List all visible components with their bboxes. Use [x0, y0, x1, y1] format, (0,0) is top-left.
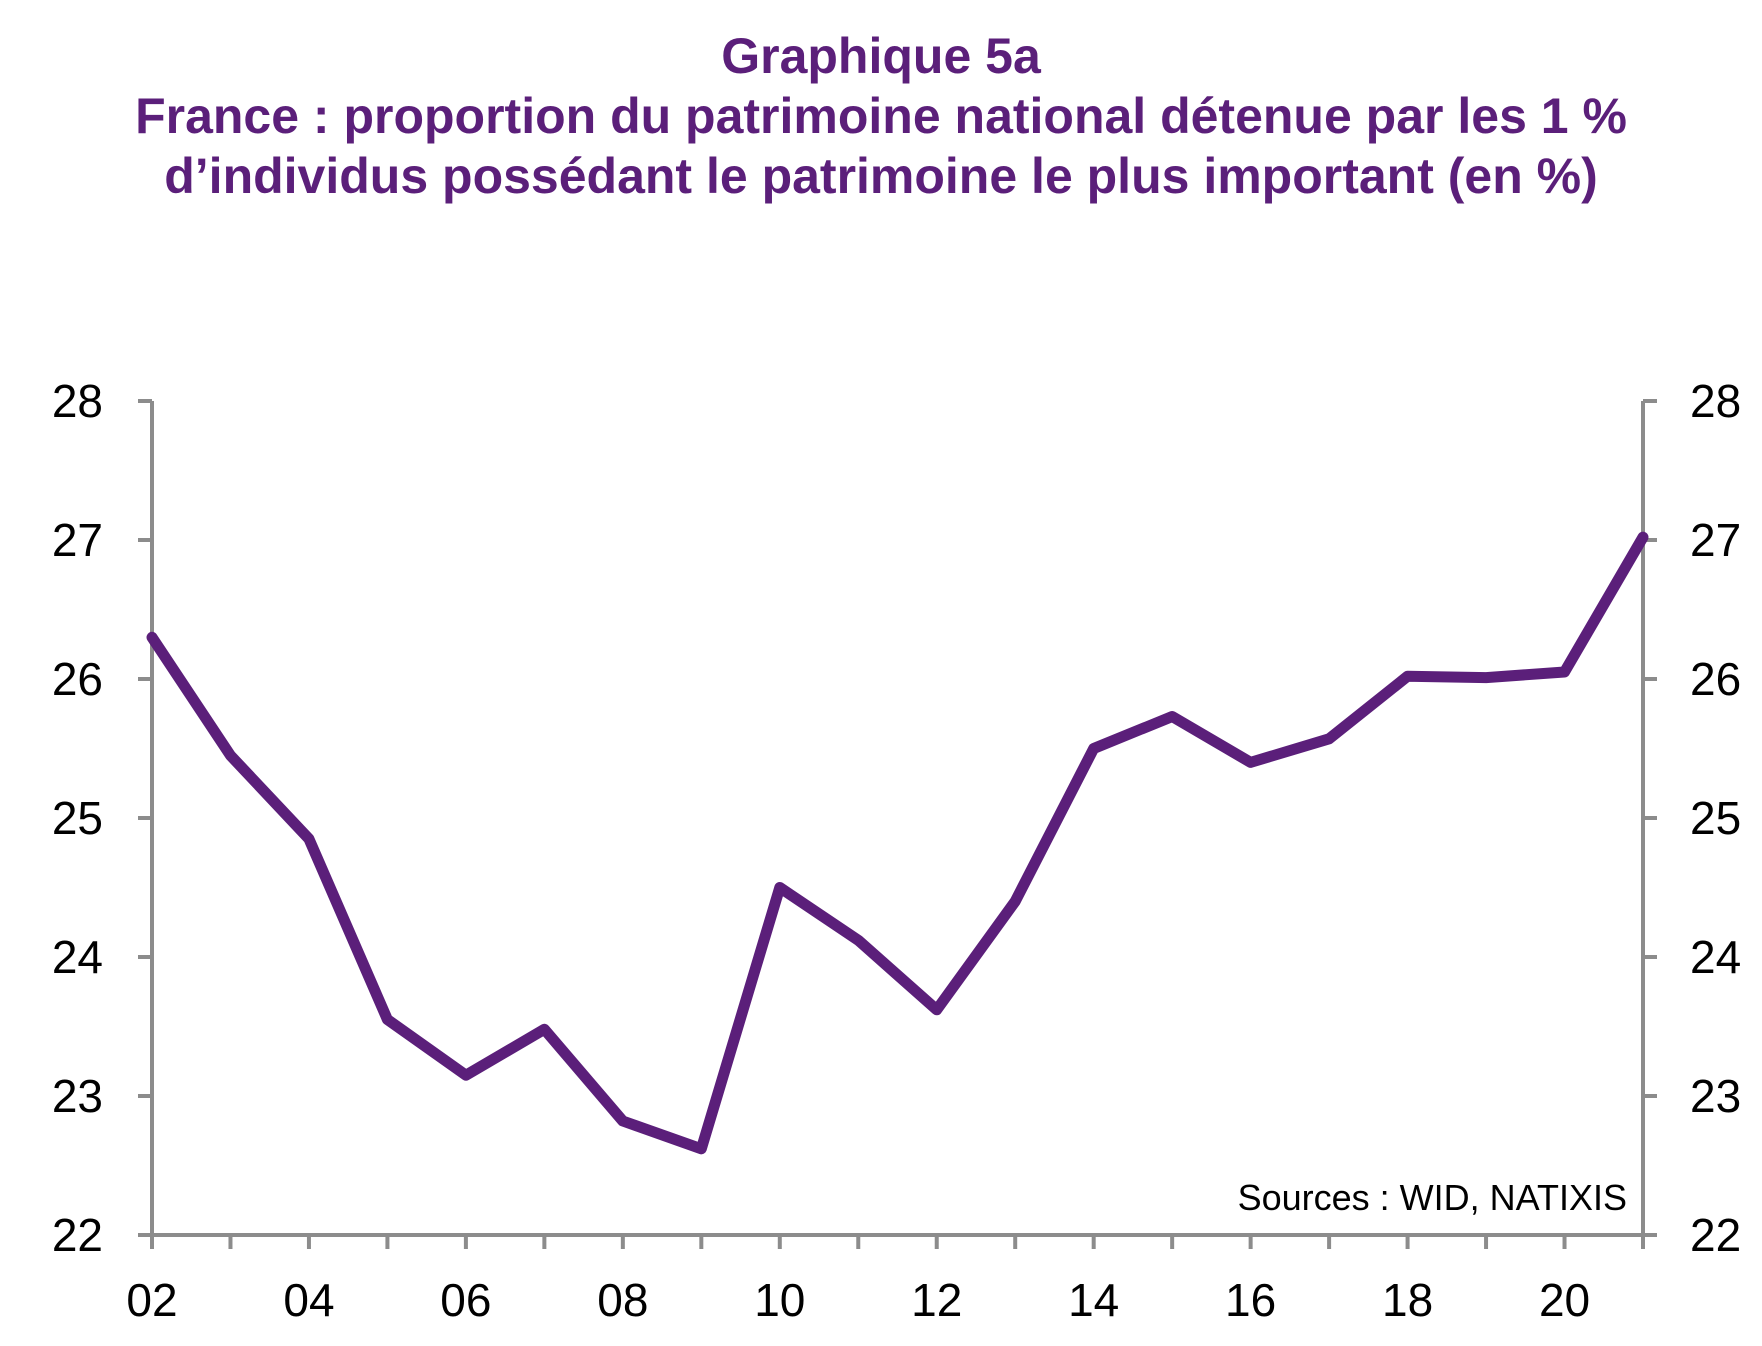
x-tick-label: 14	[1068, 1274, 1119, 1326]
y-tick-label-right: 22	[1690, 1209, 1741, 1261]
chart-title: Graphique 5a	[721, 28, 1041, 84]
y-tick-label-left: 27	[52, 514, 103, 566]
x-tick-label: 04	[283, 1274, 334, 1326]
x-tick-label: 12	[911, 1274, 962, 1326]
x-tick-label: 02	[126, 1274, 177, 1326]
chart-subtitle-line-2: d’individus possédant le patrimoine le p…	[164, 148, 1598, 204]
x-tick-label: 18	[1382, 1274, 1433, 1326]
x-tick-label: 06	[440, 1274, 491, 1326]
series-line	[146, 531, 1649, 1155]
axes-layer	[150, 401, 1645, 1237]
source-note: Sources : WID, NATIXIS	[1238, 1177, 1627, 1218]
ticks-layer: 22 22 23 23 24 24 25 25 26 26 27 27 28 28 02 04 06 08 10 12…	[52, 375, 1741, 1326]
y-tick-label-right: 24	[1690, 931, 1741, 983]
y-tick-label-left: 24	[52, 931, 103, 983]
series-layer	[146, 531, 1649, 1155]
x-tick-label: 20	[1539, 1274, 1590, 1326]
y-tick-label-right: 23	[1690, 1070, 1741, 1122]
x-tick-label: 10	[754, 1274, 805, 1326]
y-tick-label-left: 22	[52, 1209, 103, 1261]
x-tick-label: 08	[597, 1274, 648, 1326]
y-tick-label-right: 26	[1690, 653, 1741, 705]
y-tick-label-left: 25	[52, 792, 103, 844]
chart-title-block: Graphique 5a France : proportion du patr…	[0, 26, 1762, 206]
x-tick-label: 16	[1225, 1274, 1276, 1326]
y-tick-label-right: 28	[1690, 375, 1741, 427]
y-tick-label-right: 25	[1690, 792, 1741, 844]
y-tick-label-left: 28	[52, 375, 103, 427]
y-tick-label-left: 23	[52, 1070, 103, 1122]
chart-subtitle-line-1: France : proportion du patrimoine nation…	[135, 88, 1627, 144]
y-tick-label-right: 27	[1690, 514, 1741, 566]
y-tick-label-left: 26	[52, 653, 103, 705]
